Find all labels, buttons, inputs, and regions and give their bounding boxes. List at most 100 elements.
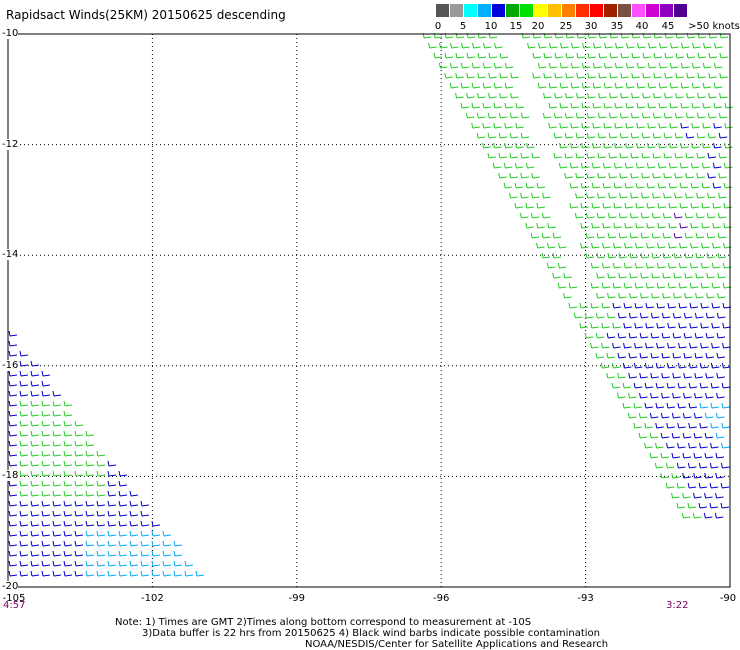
wind-barb xyxy=(41,570,51,577)
wind-barb xyxy=(668,222,677,229)
wind-barb xyxy=(592,122,601,129)
wind-barb xyxy=(689,302,699,309)
wind-barb xyxy=(639,372,648,379)
wind-barb xyxy=(547,242,556,249)
wind-barb xyxy=(679,242,688,249)
wind-barb xyxy=(173,570,183,577)
wind-barb xyxy=(477,92,486,99)
wind-barb xyxy=(96,520,106,527)
wind-barb xyxy=(638,432,648,439)
wind-barb xyxy=(8,460,18,467)
wind-barb xyxy=(653,72,662,79)
wind-barb xyxy=(699,422,708,429)
wind-barb xyxy=(680,122,689,129)
wind-barb xyxy=(483,42,492,49)
wind-barb xyxy=(520,112,530,119)
wind-barb xyxy=(696,112,706,119)
wind-barb xyxy=(628,352,638,359)
wind-barb xyxy=(63,460,73,467)
wind-barb xyxy=(74,510,84,517)
wind-barb xyxy=(41,550,51,557)
wind-barb xyxy=(665,462,675,469)
longitude-label: -102 xyxy=(141,593,164,604)
wind-barb xyxy=(662,292,671,299)
wind-barb xyxy=(678,282,688,289)
wind-barb xyxy=(721,422,730,429)
wind-barb xyxy=(63,540,73,547)
wind-barb xyxy=(151,520,161,527)
wind-barb xyxy=(671,492,680,499)
wind-barb xyxy=(611,382,621,389)
wind-barb xyxy=(590,302,600,309)
wind-barb xyxy=(694,332,704,339)
wind-barb xyxy=(631,72,640,79)
wind-barb xyxy=(688,402,698,409)
wind-barb xyxy=(608,132,618,139)
wind-barb xyxy=(576,72,585,79)
wind-barb xyxy=(644,382,654,389)
wind-barb xyxy=(704,412,714,419)
wind-barb xyxy=(471,102,481,109)
wind-barb xyxy=(636,142,645,149)
wind-barb xyxy=(666,382,676,389)
wind-barb xyxy=(687,502,697,509)
wind-barb xyxy=(642,92,651,99)
wind-barb xyxy=(63,450,73,457)
lat-lon-grid xyxy=(8,34,730,587)
wind-barb xyxy=(685,112,695,119)
wind-barb xyxy=(52,490,62,497)
wind-barb xyxy=(129,540,139,547)
wind-barb xyxy=(52,480,62,487)
wind-barb xyxy=(597,152,607,159)
wind-barb xyxy=(526,142,535,149)
wind-barb xyxy=(628,312,638,319)
longitude-label: -99 xyxy=(288,593,305,604)
wind-barb xyxy=(678,302,688,309)
wind-barb xyxy=(673,232,683,239)
wind-barb xyxy=(96,500,106,507)
wind-barb xyxy=(8,450,18,457)
wind-barb xyxy=(514,182,524,189)
wind-barb xyxy=(597,192,606,199)
wind-barb xyxy=(700,322,709,329)
wind-barb xyxy=(52,400,62,407)
wind-barb xyxy=(52,510,62,517)
wind-barb xyxy=(671,412,681,419)
wind-barb xyxy=(712,222,721,229)
wind-barb xyxy=(682,452,692,459)
wind-barb xyxy=(619,192,628,199)
wind-barb xyxy=(714,512,724,519)
wind-barb xyxy=(162,540,172,547)
wind-barb xyxy=(693,472,702,479)
wind-barb xyxy=(674,172,683,179)
wind-barb xyxy=(657,242,666,249)
wind-barb xyxy=(118,560,128,567)
wind-barb xyxy=(667,262,677,269)
wind-barb xyxy=(701,242,710,249)
wind-barb xyxy=(693,452,703,459)
wind-barb xyxy=(723,202,733,209)
wind-barb xyxy=(538,42,547,49)
wind-barb xyxy=(707,152,717,159)
wind-barb xyxy=(702,142,711,149)
wind-barb xyxy=(704,432,714,439)
wind-barb xyxy=(74,560,84,567)
wind-barb xyxy=(663,192,672,199)
wind-barb xyxy=(525,222,534,229)
wind-barb xyxy=(565,92,574,99)
wind-barb xyxy=(634,342,643,349)
wind-barb xyxy=(686,92,695,99)
wind-barb xyxy=(118,520,128,527)
wind-barb xyxy=(705,352,715,359)
wind-barb xyxy=(603,122,612,129)
wind-barb xyxy=(707,132,717,139)
wind-barb xyxy=(8,490,18,497)
wind-barb xyxy=(641,152,651,159)
wind-barb xyxy=(515,122,524,129)
wind-barb xyxy=(30,360,40,367)
wind-barb xyxy=(63,430,73,437)
wind-barb xyxy=(8,340,18,347)
wind-barb xyxy=(41,380,51,387)
wind-barb xyxy=(592,102,602,109)
wind-barb xyxy=(30,510,40,517)
